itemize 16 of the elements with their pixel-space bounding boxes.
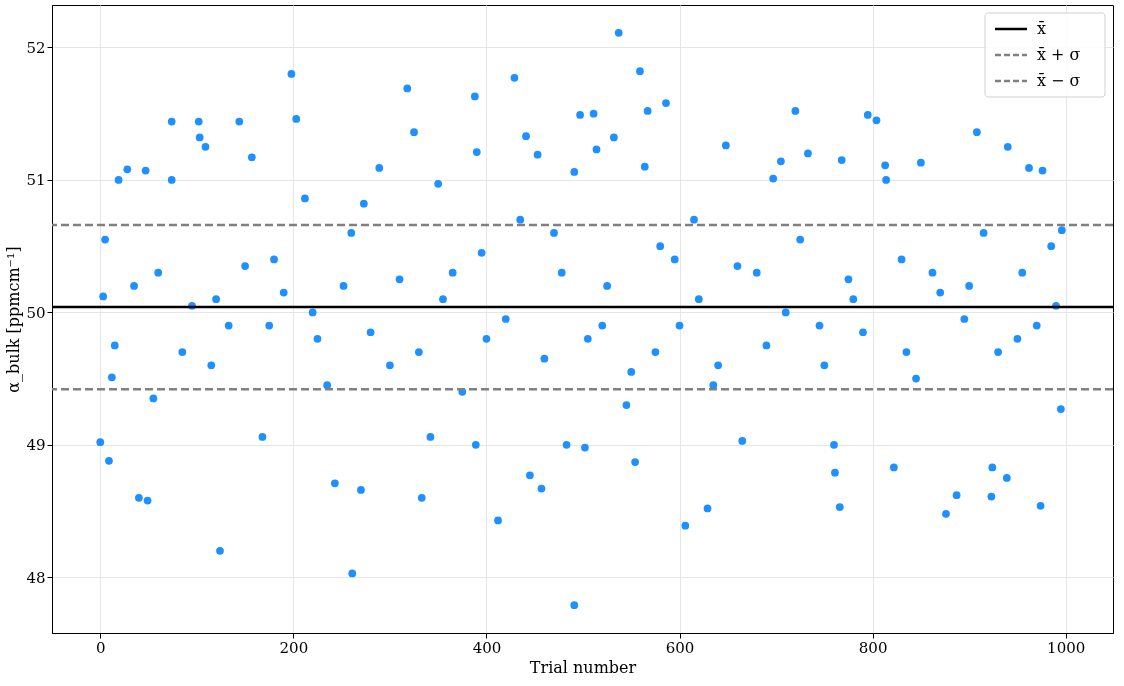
x-tick-label: 800: [858, 638, 888, 657]
x-tick-label: 0: [96, 638, 106, 657]
x-tick-label: 1000: [1047, 638, 1086, 657]
legend-label: x̄ − σ: [1037, 71, 1081, 90]
y-axis-title: α_bulk [ppmcm⁻¹]: [4, 246, 24, 393]
legend-label: x̄: [1037, 19, 1047, 38]
y-tick-label: 50: [26, 303, 46, 322]
x-tick-label: 400: [472, 638, 502, 657]
y-tick-label: 52: [26, 38, 46, 57]
x-tick-label: 600: [665, 638, 695, 657]
x-tick-label: 200: [279, 638, 309, 657]
y-tick-label: 48: [26, 568, 46, 587]
y-tick-label: 49: [26, 436, 46, 455]
y-tick-label: 51: [26, 171, 46, 190]
x-axis-title: Trial number: [529, 657, 637, 677]
legend-label: x̄ + σ: [1037, 45, 1081, 64]
